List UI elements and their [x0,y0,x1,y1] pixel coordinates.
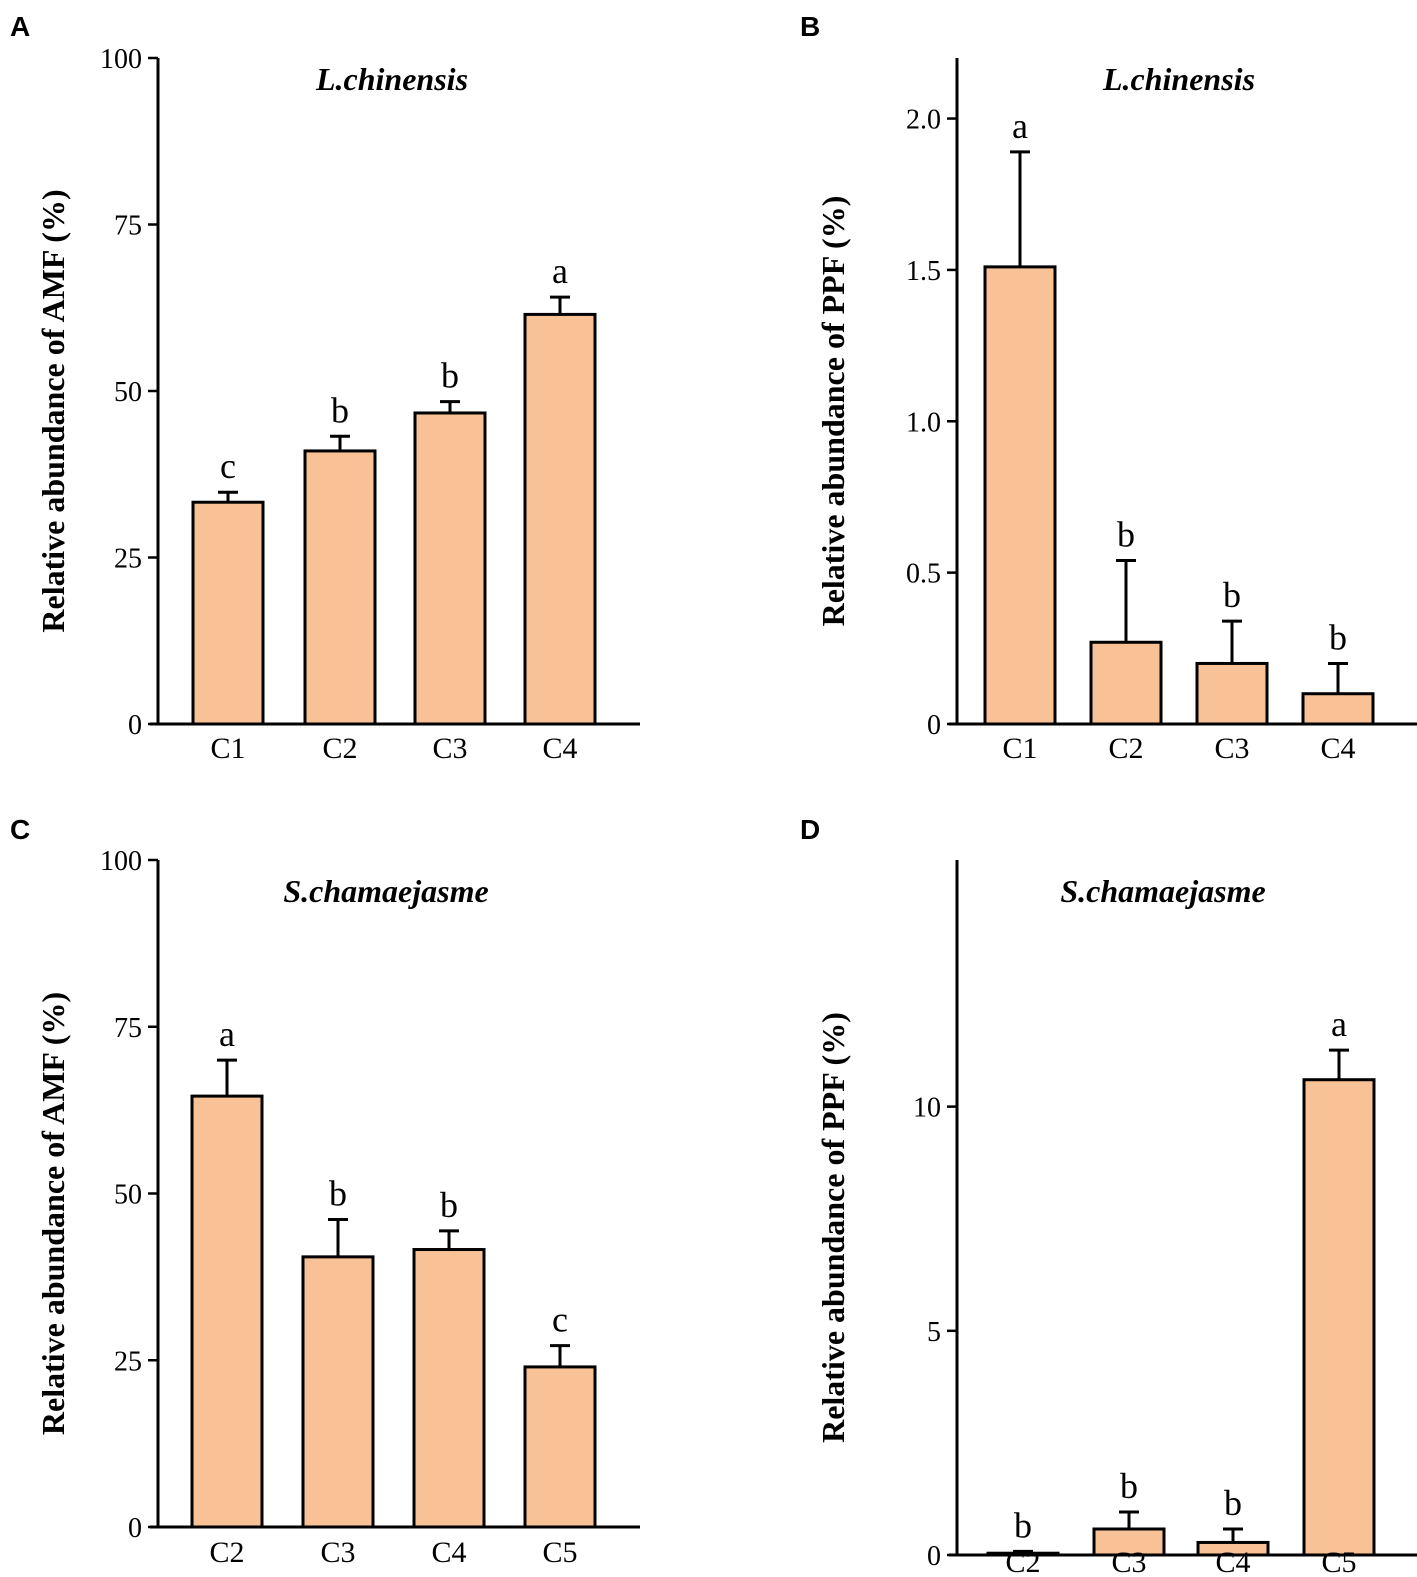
y-tick-label: 1.0 [906,407,941,438]
panel-letter: A [10,11,30,42]
significance-label: b [1014,1505,1032,1545]
x-tick-label: C2 [209,1536,244,1569]
significance-label: b [331,390,349,430]
bar-c2 [303,449,377,726]
y-tick-label: 10 [913,1093,941,1124]
bar-c5 [523,1365,597,1529]
bar-c4 [412,1248,486,1529]
y-axis-title: Relative abundance of PPF (%) [815,1012,851,1443]
chart-panel-c: C 0 25 50 75 100 S.chamaejasme Relative abundan… [10,814,640,1569]
y-tick-label: 2.0 [906,105,941,136]
chart-title: L.chinensis [315,61,468,97]
significance-label: a [1331,1004,1347,1044]
bar-c3 [413,411,487,726]
panel-letter: C [10,814,30,845]
bar-c5 [1302,1078,1376,1557]
y-tick-label: 25 [114,1346,142,1377]
bar-c3 [301,1255,375,1529]
y-tick-label: 5 [927,1317,941,1348]
x-tick-label: C4 [1320,732,1355,765]
panel-letter: B [800,11,820,42]
bar-c4 [523,312,597,726]
x-tick-label: C2 [322,732,357,765]
y-tick-label: 50 [114,1180,142,1211]
significance-label: b [1224,1483,1242,1523]
y-tick-label: 1.5 [906,256,941,287]
x-tick-label: C5 [1321,1546,1356,1577]
y-tick-label: 0 [927,1541,941,1572]
y-tick-label: 0 [128,710,142,741]
chart-title: S.chamaejasme [1060,873,1265,909]
significance-label: b [1117,515,1135,555]
significance-label: b [440,1185,458,1225]
significance-label: a [219,1014,235,1054]
bar-c2 [190,1094,264,1529]
y-tick-label: 0 [128,1513,142,1544]
y-tick-label: 0.5 [906,559,941,590]
bar-c1 [983,265,1057,726]
significance-label: b [329,1174,347,1214]
y-tick-label: 75 [114,211,142,242]
y-axis-title: Relative abundance of AMF (%) [35,189,71,632]
x-tick-label: C5 [542,1536,577,1569]
chart-panel-d: D 0 5 10 S.chamaejasme Relative abundance of … [800,814,1417,1577]
chart-panel-b: B 0 0.5 1.0 1.5 2.0 L.chinensis Relative abunda… [800,11,1417,765]
significance-label: b [1223,575,1241,615]
x-tick-label: C2 [1005,1546,1040,1577]
x-tick-label: C3 [1111,1546,1146,1577]
x-tick-label: C4 [431,1536,466,1569]
chart-title: S.chamaejasme [283,873,488,909]
significance-label: c [552,1300,568,1340]
x-tick-label: C3 [432,732,467,765]
panel-letter: D [800,814,820,845]
significance-label: b [1120,1466,1138,1506]
y-axis-title: Relative abundance of AMF (%) [35,992,71,1435]
bar-c1 [191,500,265,726]
x-tick-label: C4 [1215,1546,1250,1577]
x-tick-label: C2 [1108,732,1143,765]
x-tick-label: C1 [1002,732,1037,765]
chart-panel-a: A 0 25 50 75 100 L.chinensis Relative abundance… [10,11,640,765]
x-tick-label: C3 [1214,732,1249,765]
x-tick-label: C4 [542,732,577,765]
bar-c2 [1089,640,1163,726]
y-tick-label: 100 [100,846,142,877]
bar-c3 [1195,661,1269,726]
significance-label: a [1012,106,1028,146]
significance-label: b [441,356,459,396]
y-tick-label: 0 [927,710,941,741]
y-tick-label: 100 [100,44,142,75]
x-tick-label: C1 [210,732,245,765]
significance-label: a [552,251,568,291]
y-tick-label: 75 [114,1013,142,1044]
significance-label: c [220,446,236,486]
y-tick-label: 25 [114,544,142,575]
y-tick-label: 50 [114,377,142,408]
bar-c4 [1301,692,1375,726]
significance-label: b [1329,617,1347,657]
y-axis-title: Relative abundance of PPF (%) [815,196,851,627]
x-tick-label: C3 [320,1536,355,1569]
chart-title: L.chinensis [1102,61,1255,97]
